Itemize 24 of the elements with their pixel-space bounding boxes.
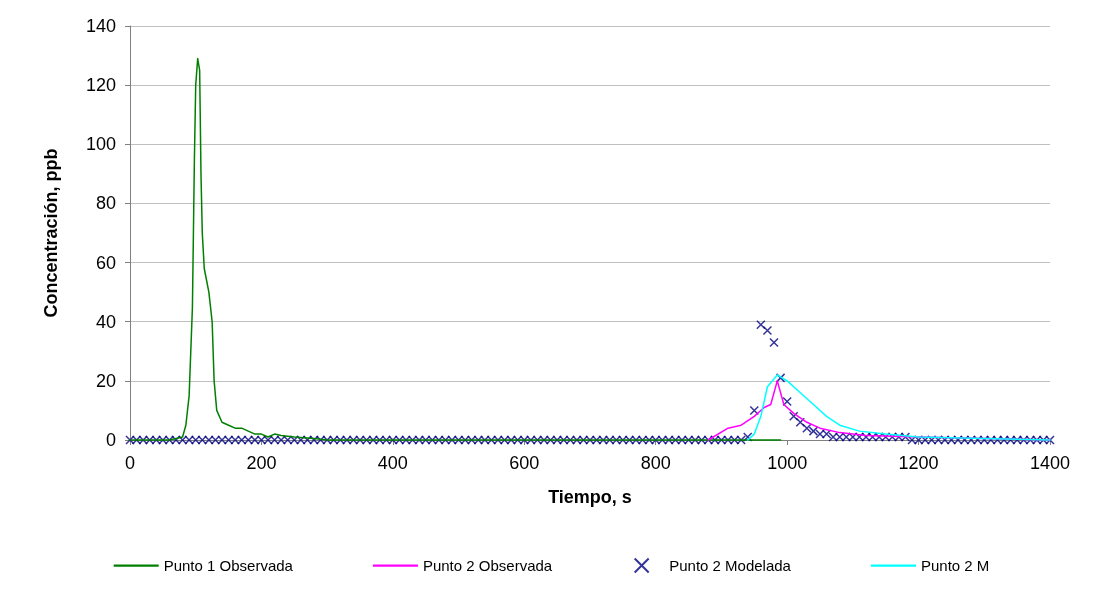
x-tick-label: 1400	[1029, 453, 1071, 473]
legend-label: Punto 2 Observada	[422, 557, 553, 574]
y-tick-label: 40	[95, 311, 116, 332]
legend-label: Punto 2 M	[920, 557, 990, 574]
x-tick-label: 400	[377, 453, 408, 473]
x-tick-label: 200	[246, 453, 277, 473]
legend-label: Punto 2 Modelada	[669, 557, 792, 574]
y-axis-title: Concentración, ppb	[41, 148, 61, 318]
x-tick-label: 600	[509, 453, 540, 473]
legend-label: Punto 1 Observada	[163, 557, 294, 574]
line-series	[746, 374, 1051, 441]
x-tick-label: 1000	[767, 453, 808, 473]
y-tick-label: 100	[85, 134, 116, 155]
x-tick-label: 1200	[898, 453, 939, 473]
y-tick-label: 140	[85, 16, 116, 36]
y-tick-label: 0	[105, 430, 116, 450]
y-tick-label: 20	[95, 370, 116, 391]
x-tick-label: 0	[124, 453, 136, 473]
x-axis-title: Tiempo, s	[548, 487, 632, 507]
line-series	[129, 57, 782, 441]
y-tick-label: 60	[95, 252, 116, 273]
x-tick-label: 800	[640, 453, 671, 473]
y-tick-label: 80	[95, 193, 116, 214]
y-tick-label: 120	[85, 75, 116, 96]
